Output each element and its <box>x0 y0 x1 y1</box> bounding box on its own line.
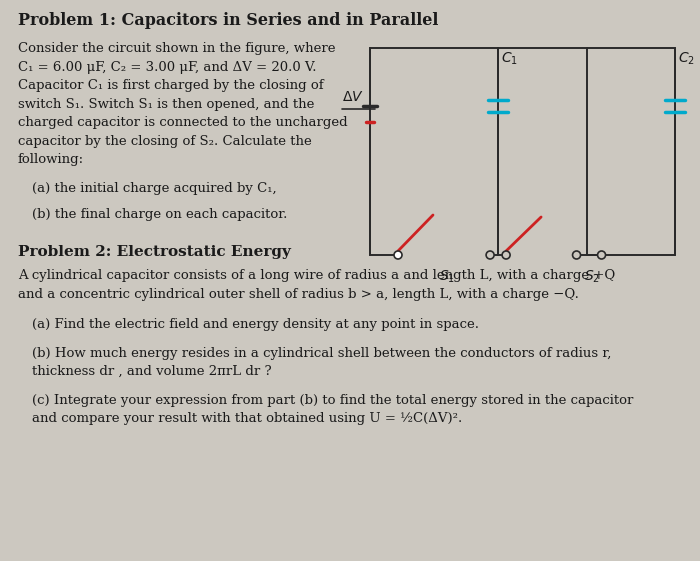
Text: thickness dr , and volume 2πrL dr ?: thickness dr , and volume 2πrL dr ? <box>32 365 272 378</box>
Text: Consider the circuit shown in the figure, where: Consider the circuit shown in the figure… <box>18 42 335 55</box>
Circle shape <box>598 251 606 259</box>
Text: charged capacitor is connected to the uncharged: charged capacitor is connected to the un… <box>18 116 348 129</box>
Text: A cylindrical capacitor consists of a long wire of radius a and length L, with a: A cylindrical capacitor consists of a lo… <box>18 269 615 282</box>
Text: Problem 1: Capacitors in Series and in Parallel: Problem 1: Capacitors in Series and in P… <box>18 12 438 29</box>
Text: Problem 2: Electrostatic Energy: Problem 2: Electrostatic Energy <box>18 245 291 259</box>
Text: capacitor by the closing of S₂. Calculate the: capacitor by the closing of S₂. Calculat… <box>18 135 312 148</box>
Text: $\Delta V$: $\Delta V$ <box>342 90 364 104</box>
Circle shape <box>394 251 402 259</box>
Circle shape <box>502 251 510 259</box>
Text: (c) Integrate your expression from part (b) to find the total energy stored in t: (c) Integrate your expression from part … <box>32 393 634 407</box>
Circle shape <box>573 251 580 259</box>
Text: switch S₁. Switch S₁ is then opened, and the: switch S₁. Switch S₁ is then opened, and… <box>18 98 314 111</box>
Text: $C_1$: $C_1$ <box>501 51 518 67</box>
Text: Capacitor C₁ is first charged by the closing of: Capacitor C₁ is first charged by the clo… <box>18 79 323 92</box>
Text: and compare your result with that obtained using U = ½C(ΔV)².: and compare your result with that obtain… <box>32 412 462 425</box>
Text: (a) Find the electric field and energy density at any point in space.: (a) Find the electric field and energy d… <box>32 318 479 331</box>
Text: (b) How much energy resides in a cylindrical shell between the conductors of rad: (b) How much energy resides in a cylindr… <box>32 347 611 360</box>
Text: $S_1$: $S_1$ <box>439 269 455 286</box>
Text: following:: following: <box>18 153 84 166</box>
Circle shape <box>486 251 494 259</box>
Text: and a concentric cylindrical outer shell of radius b > a, length L, with a charg: and a concentric cylindrical outer shell… <box>18 287 579 301</box>
Text: (b) the final charge on each capacitor.: (b) the final charge on each capacitor. <box>32 208 288 221</box>
Text: $C_2$: $C_2$ <box>678 51 695 67</box>
Text: C₁ = 6.00 μF, C₂ = 3.00 μF, and ΔV = 20.0 V.: C₁ = 6.00 μF, C₂ = 3.00 μF, and ΔV = 20.… <box>18 61 316 73</box>
Text: (a) the initial charge acquired by C₁,: (a) the initial charge acquired by C₁, <box>32 182 276 195</box>
Text: $S_2$: $S_2$ <box>584 269 600 286</box>
